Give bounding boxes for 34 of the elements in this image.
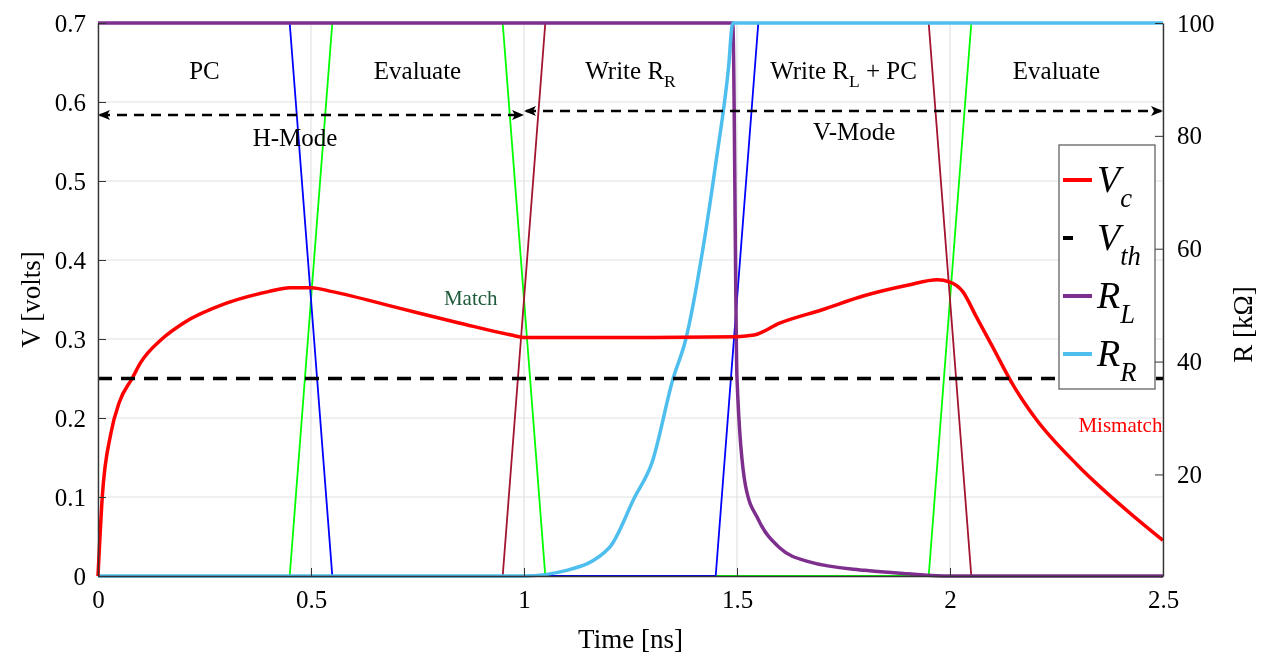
x-tick-label: 1.5 — [721, 585, 754, 613]
y-axis-title: V [volts] — [16, 251, 46, 348]
annotation: PC — [189, 56, 220, 84]
x-tick-label: 2 — [944, 585, 957, 613]
x-tick-label: 1 — [518, 585, 531, 613]
y-tick-label: 0.2 — [54, 404, 86, 432]
legend-label: V$_{th}$ — [1097, 216, 1141, 271]
y-tick-label: 0.4 — [54, 246, 87, 274]
y-tick-label: 0.7 — [54, 9, 86, 37]
annotation: Write R$_{R}$ — [585, 56, 677, 91]
annotation: V-Mode — [812, 117, 896, 145]
legend-label: R$_{R}$ — [1096, 332, 1137, 387]
annotation: Evaluate — [1012, 56, 1101, 84]
y-tick-label: 0 — [73, 562, 86, 590]
x-axis-title: Time [ns] — [578, 624, 683, 654]
y2-tick-label: 40 — [1177, 348, 1202, 376]
y-tick-label: 0.6 — [54, 88, 86, 116]
x-tick-label: 0.5 — [295, 585, 328, 613]
y2-tick-label: 80 — [1177, 122, 1202, 150]
annotation: Write R$_{L}$ + PC — [770, 56, 917, 91]
annotation: Evaluate — [373, 56, 462, 84]
legend-label: R$_{L}$ — [1096, 274, 1136, 329]
annotation: Mismatch — [1078, 412, 1163, 437]
annotation: Match — [443, 285, 499, 310]
y2-tick-label: 20 — [1177, 460, 1202, 488]
x-tick-label: 0 — [92, 585, 105, 613]
y2-tick-label: 60 — [1177, 235, 1202, 263]
y2-tick-label: 100 — [1177, 9, 1215, 37]
legend-label: V$_{c}$ — [1097, 158, 1133, 213]
y2-axis-title: R [kΩ] — [1228, 286, 1258, 363]
y-tick-label: 0.5 — [54, 167, 86, 195]
y-tick-label: 0.1 — [54, 483, 86, 511]
y-tick-label: 0.3 — [54, 325, 86, 353]
x-tick-label: 2.5 — [1147, 585, 1180, 613]
